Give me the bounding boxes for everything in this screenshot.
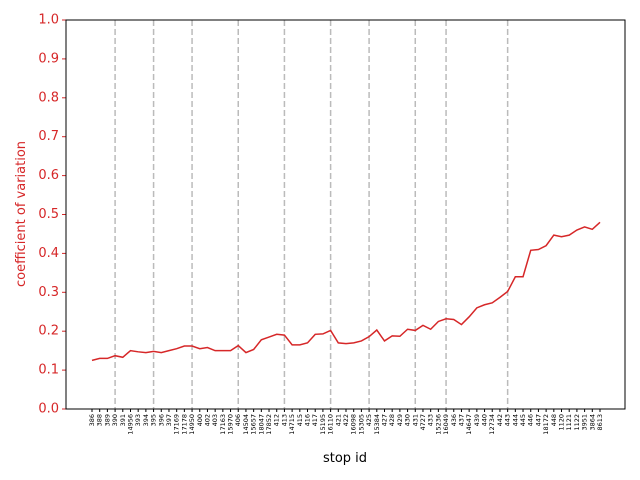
x-tick-label: 403 [211,414,219,426]
x-tick-label: 15970 [227,414,235,435]
x-tick-label: 396 [157,414,165,426]
x-tick-label: 386 [88,414,96,426]
x-tick-label: 391 [119,414,127,426]
y-tick-label: 0.4 [38,246,59,261]
x-tick-label: 16110 [327,414,335,435]
x-tick-label: 413 [280,414,288,426]
y-tick-label: 1.0 [38,13,59,28]
x-tick-label: 15657 [250,414,258,435]
x-tick-label: 425 [365,414,373,426]
x-tick-label: 15305 [357,414,365,435]
x-tick-label: 17852 [265,414,273,435]
x-tick-label: 400 [196,414,204,426]
x-tick-label: 15384 [373,414,381,435]
x-tick-label: 15236 [434,414,442,435]
x-tick-label: 415 [296,414,304,426]
x-tick-label: 12734 [488,414,496,435]
x-tick-label: 440 [481,414,489,426]
x-tick-label: 1122 [573,414,581,431]
x-axis-label: stop id [323,451,367,466]
x-tick-label: 427 [380,414,388,426]
x-tick-label: 445 [519,414,527,426]
x-tick-label: 412 [273,414,281,426]
x-tick-label: 14950 [188,414,196,435]
x-tick-label: 17169 [173,414,181,435]
x-tick-label: 17178 [180,414,188,435]
y-tick-label: 0.7 [38,129,59,144]
line-series [91,221,601,362]
x-tick-label: 393 [134,414,142,426]
x-tick-label: 14956 [126,414,134,435]
y-tick-label: 0.8 [38,90,59,105]
x-tick-label: 389 [103,414,111,426]
x-tick-label: 17163 [219,414,227,435]
x-tick-label: 14504 [242,414,250,435]
y-tick-label: 0.5 [38,207,59,222]
x-tick-label: 430 [404,414,412,426]
x-tick-label: 428 [388,414,396,426]
x-tick-label: 3864 [588,414,596,431]
x-tick-label: 4727 [419,414,427,431]
x-tick-label: 402 [203,414,211,426]
plot-frame [65,19,626,410]
x-tick-label: 15195 [319,414,327,435]
x-tick-label: 439 [473,414,481,426]
x-tick-label: 18172 [542,414,550,435]
x-tick-label: 1121 [565,414,573,431]
y-tick-label: 0.9 [38,51,59,66]
x-tick-label: 436 [450,414,458,426]
x-tick-label: 443 [504,414,512,426]
x-tick-label: 447 [534,414,542,426]
x-tick-label: 421 [334,414,342,426]
x-tick-label: 442 [496,414,504,426]
y-axis-label: coefficient of variation [14,141,29,287]
x-tick-label: 417 [311,414,319,426]
y-tick-label: 0.1 [38,363,59,378]
y-tick-label: 0.3 [38,285,59,300]
x-tick-label: 394 [142,414,150,426]
x-tick-label: 395 [150,414,158,426]
x-tick-label: 18047 [257,414,265,435]
x-tick-label: 388 [96,414,104,426]
y-tick-label: 0.0 [38,402,59,417]
x-tick-label: 397 [165,414,173,426]
x-tick-label: 429 [396,414,404,426]
x-tick-label: 8613 [596,414,604,431]
x-tick-label: 422 [342,414,350,426]
x-tick-label: 1120 [558,414,566,431]
x-tick-label: 433 [427,414,435,426]
x-tick-label: 446 [527,414,535,426]
y-tick-label: 0.6 [38,168,59,183]
x-tick-label: 3951 [581,414,589,431]
x-tick-label: 444 [511,414,519,426]
x-tick-label: 390 [111,414,119,426]
x-tick-label: 406 [234,414,242,426]
x-tick-label: 16049 [442,414,450,435]
y-tick-label: 0.2 [38,324,59,339]
x-tick-label: 14715 [288,414,296,435]
x-tick-label: 437 [457,414,465,426]
x-tick-label: 448 [550,414,558,426]
x-tick-label: 431 [411,414,419,426]
x-tick-label: 416 [304,414,312,426]
x-tick-label: 14647 [465,414,473,435]
x-tick-label: 16098 [350,414,358,435]
